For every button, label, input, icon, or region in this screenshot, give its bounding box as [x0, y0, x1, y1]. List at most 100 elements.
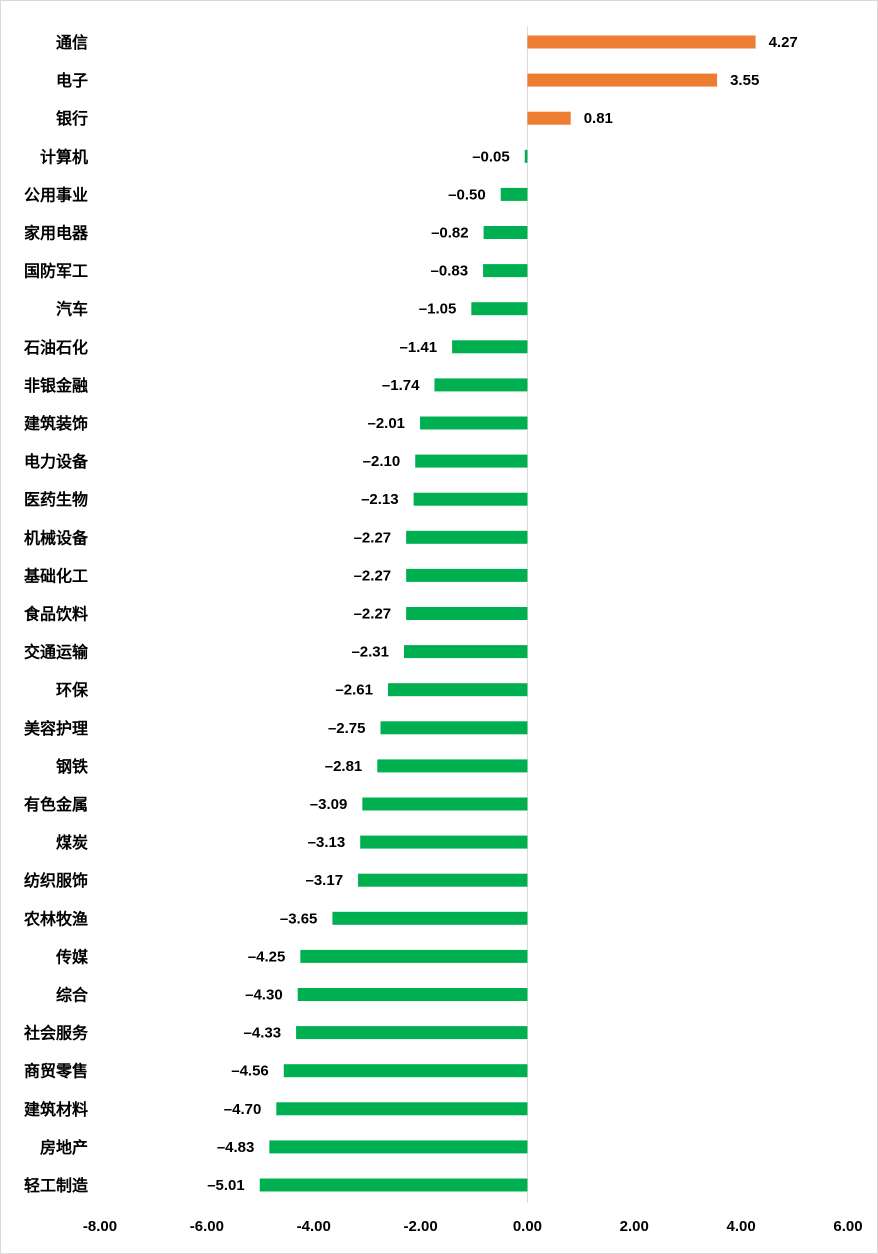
category-label: 商贸零售 — [24, 1062, 88, 1081]
bar — [471, 302, 528, 316]
value-label: –2.27 — [354, 606, 392, 623]
x-tick-label: -2.00 — [403, 1218, 437, 1235]
bar — [527, 73, 718, 87]
category-label: 家用电器 — [24, 224, 89, 243]
category-label: 机械设备 — [24, 528, 89, 547]
value-label: –3.13 — [308, 834, 346, 851]
value-label: –4.56 — [231, 1063, 269, 1080]
bar — [420, 416, 528, 430]
category-label: 电子 — [56, 71, 88, 90]
category-label: 纺织服饰 — [24, 871, 88, 890]
value-label: –4.30 — [245, 987, 283, 1004]
bar — [269, 1140, 528, 1154]
category-label: 建筑装饰 — [24, 414, 88, 433]
x-tick-label: 2.00 — [620, 1218, 649, 1235]
bar — [527, 111, 571, 125]
bar — [332, 911, 528, 925]
category-label: 通信 — [56, 33, 88, 52]
bar — [283, 1064, 528, 1078]
category-label: 轻工制造 — [24, 1176, 89, 1195]
value-label: –0.82 — [431, 225, 469, 242]
category-label: 计算机 — [40, 147, 88, 166]
x-tick-label: 0.00 — [513, 1218, 542, 1235]
value-label: 3.55 — [730, 72, 759, 89]
x-tick-label: -8.00 — [83, 1218, 117, 1235]
bar — [527, 35, 756, 49]
value-label: 0.81 — [584, 110, 613, 127]
category-label: 传媒 — [55, 947, 89, 966]
category-label: 美容护理 — [24, 719, 88, 738]
category-label: 农林牧渔 — [23, 909, 88, 928]
value-label: –3.17 — [306, 872, 344, 889]
value-label: –4.25 — [248, 948, 286, 965]
bar — [377, 759, 528, 773]
bar — [360, 835, 528, 849]
value-label: –0.50 — [448, 186, 486, 203]
bar — [276, 1102, 528, 1116]
value-label: –2.75 — [328, 720, 366, 737]
bar — [500, 187, 528, 201]
bar — [300, 949, 528, 963]
category-label: 环保 — [56, 681, 89, 700]
bar — [434, 378, 528, 392]
bar — [415, 454, 528, 468]
category-label: 社会服务 — [23, 1024, 89, 1043]
category-label: 非银金融 — [24, 376, 88, 395]
category-label: 国防军工 — [24, 262, 88, 281]
bar — [483, 226, 528, 239]
category-label: 煤炭 — [56, 833, 88, 852]
bar — [362, 797, 528, 811]
bar — [296, 1026, 528, 1040]
bar — [259, 1178, 528, 1192]
bar — [452, 340, 528, 354]
value-label: –2.10 — [363, 453, 401, 470]
category-label: 房地产 — [40, 1138, 88, 1157]
x-tick-label: 6.00 — [833, 1218, 862, 1235]
category-label: 汽车 — [56, 300, 88, 319]
bar — [524, 149, 528, 163]
value-label: –2.13 — [361, 491, 399, 508]
category-label: 综合 — [56, 986, 89, 1005]
value-label: 4.27 — [769, 34, 798, 51]
category-label: 交通运输 — [24, 643, 89, 662]
bar — [406, 530, 528, 544]
bar — [413, 492, 528, 506]
category-label: 有色金属 — [24, 795, 88, 814]
value-label: –2.61 — [335, 682, 373, 699]
category-label: 基础化工 — [23, 566, 88, 585]
category-label: 医药生物 — [24, 490, 88, 509]
value-label: –2.31 — [351, 644, 389, 661]
value-label: –4.83 — [217, 1139, 255, 1156]
value-label: –1.41 — [400, 339, 438, 356]
bar — [380, 721, 528, 735]
x-tick-label: -6.00 — [190, 1218, 224, 1235]
x-tick-label: 4.00 — [727, 1218, 756, 1235]
bar — [483, 264, 528, 278]
value-label: –2.01 — [367, 415, 405, 432]
bar — [358, 873, 528, 887]
value-label: –2.27 — [354, 567, 392, 584]
bar — [297, 988, 528, 1001]
x-tick-label: -4.00 — [297, 1218, 331, 1235]
category-label: 食品饮料 — [23, 605, 88, 624]
category-label: 钢铁 — [56, 757, 88, 776]
value-label: –1.74 — [382, 377, 420, 394]
category-label: 建筑材料 — [24, 1100, 88, 1119]
bar — [404, 645, 528, 659]
value-label: –4.33 — [244, 1025, 282, 1042]
category-label: 石油石化 — [23, 338, 88, 357]
bar — [387, 683, 528, 697]
category-label: 公用事业 — [24, 186, 88, 204]
bar — [406, 568, 528, 582]
value-label: –5.01 — [207, 1177, 245, 1194]
value-label: –4.70 — [224, 1101, 262, 1118]
value-label: –2.27 — [354, 529, 392, 546]
value-label: –0.05 — [472, 148, 510, 165]
value-label: –0.83 — [431, 263, 469, 280]
value-label: –2.81 — [325, 758, 363, 775]
value-label: –3.65 — [280, 910, 318, 927]
bar — [406, 607, 528, 620]
value-label: –1.05 — [419, 301, 457, 318]
